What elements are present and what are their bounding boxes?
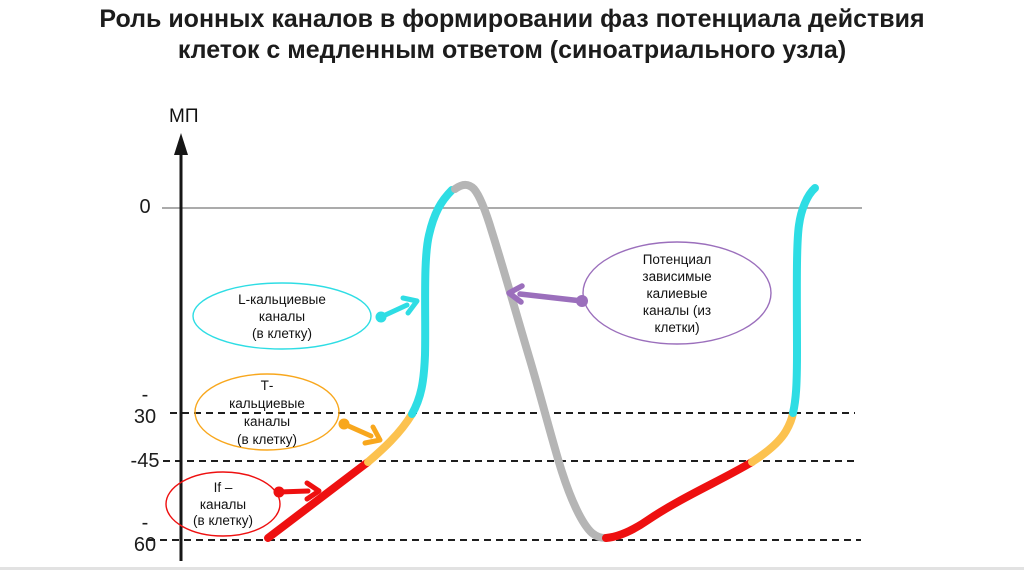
- arrow-l-calcium: [375, 295, 420, 323]
- y-axis-label: МП: [169, 106, 199, 127]
- arrow-t-calcium-head-icon: [362, 424, 383, 446]
- arrow-potassium-head-icon: [506, 283, 525, 305]
- curve-t-calcium-phase-2: [748, 409, 797, 466]
- arrow-t-calcium: [338, 418, 383, 446]
- callout-ellipse-potassium: [582, 241, 772, 345]
- callout-label-l-calcium: L-кальциевые каналы (в клетку): [238, 292, 326, 341]
- arrow-l-calcium-head-icon: [400, 295, 420, 316]
- callout-label-t-calcium: Т- кальциевые каналы (в клетку): [229, 378, 305, 447]
- arrow-if-channels-head-icon: [304, 480, 322, 502]
- curve-l-calcium-phase-1: [408, 186, 456, 418]
- curve-l-calcium-phase-2: [789, 184, 819, 417]
- arrow-potassium: [506, 283, 588, 307]
- curve-if-phase-1: [264, 458, 372, 542]
- callout-ellipse-t-calcium: [194, 373, 340, 451]
- y-tick-minus45: -45: [130, 450, 160, 472]
- callout-label-potassium: Потенциал зависимые калиевые каналы (из …: [642, 252, 712, 335]
- arrow-t-calcium-line: [341, 421, 374, 439]
- slide-title: Роль ионных каналов в формировании фаз п…: [99, 5, 925, 64]
- y-axis-arrowhead-icon: [174, 133, 188, 155]
- curve-potassium-repolarization: [451, 180, 610, 542]
- callout-label-if-channels: If – каналы (в клетку): [193, 480, 253, 528]
- callout-ellipse-l-calcium: [192, 282, 372, 350]
- y-tick-minus30: - 30: [133, 384, 157, 428]
- y-tick-0: 0: [139, 196, 151, 218]
- callout-ellipse-if-channels: [165, 471, 281, 537]
- arrow-l-calcium-line: [378, 302, 410, 320]
- arrow-if-channels-line: [276, 488, 311, 495]
- arrow-potassium-line: [517, 291, 585, 304]
- curve-t-calcium-phase-1: [364, 410, 416, 466]
- arrow-if-channels: [273, 480, 322, 502]
- curve-if-phase-2: [602, 458, 756, 542]
- slide-bottom-border: [0, 567, 1024, 570]
